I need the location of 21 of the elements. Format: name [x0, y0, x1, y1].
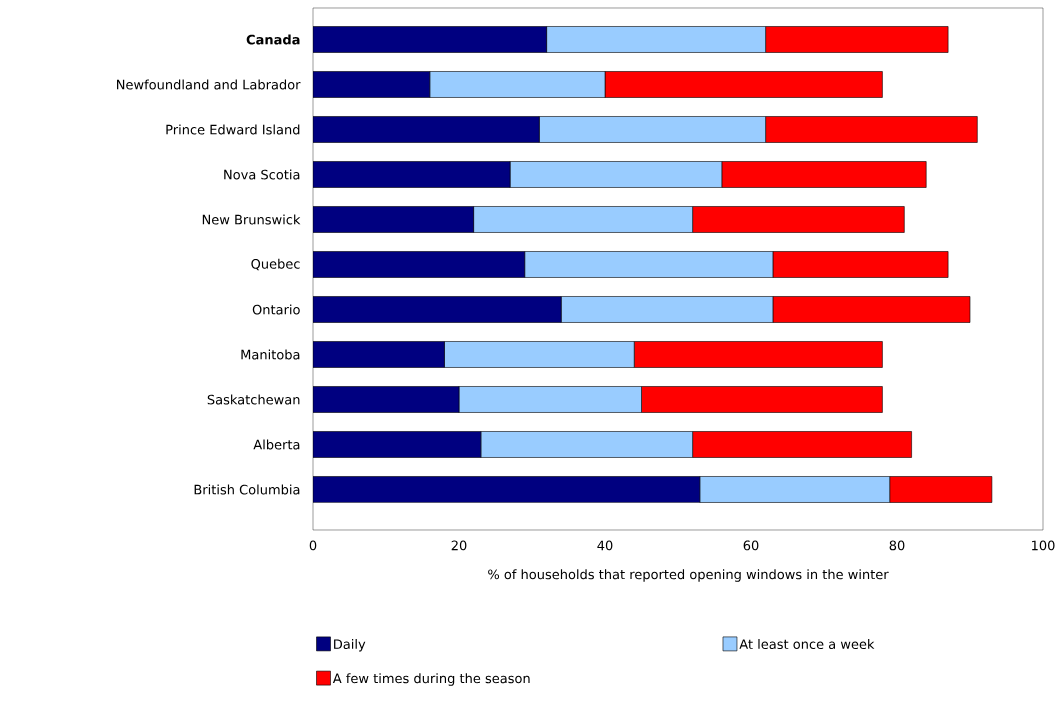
legend-label: Daily [334, 638, 366, 652]
y-tick-label: Nova Scotia [224, 169, 300, 180]
y-tick-label: Saskatchewan [207, 394, 300, 405]
y-tick-label: Ontario [252, 304, 300, 315]
x-axis-title: % of households that reported opening windows in the winter [488, 569, 889, 582]
x-tick-label: 100 [1032, 540, 1055, 551]
y-tick-label: Prince Edward Island [166, 124, 300, 135]
y-tick-label: Manitoba [241, 349, 300, 360]
x-tick-label: 40 [597, 540, 613, 551]
y-tick-label: Quebec [251, 258, 300, 271]
y-tick-label: Newfoundland and Labrador [117, 79, 301, 90]
y-tick-label: Canada [246, 34, 300, 45]
x-tick-label: 20 [451, 540, 467, 551]
y-tick-label: British Columbia [194, 484, 300, 495]
x-tick-label: 0 [309, 540, 317, 551]
legend-label: A few times during the season [332, 673, 530, 686]
legend-label: At least once a week [739, 638, 875, 650]
y-tick-label: Alberta [253, 439, 300, 450]
y-tick-label: New Brunswick [202, 214, 301, 225]
x-tick-label: 80 [889, 540, 905, 551]
x-tick-label: 60 [743, 540, 759, 551]
